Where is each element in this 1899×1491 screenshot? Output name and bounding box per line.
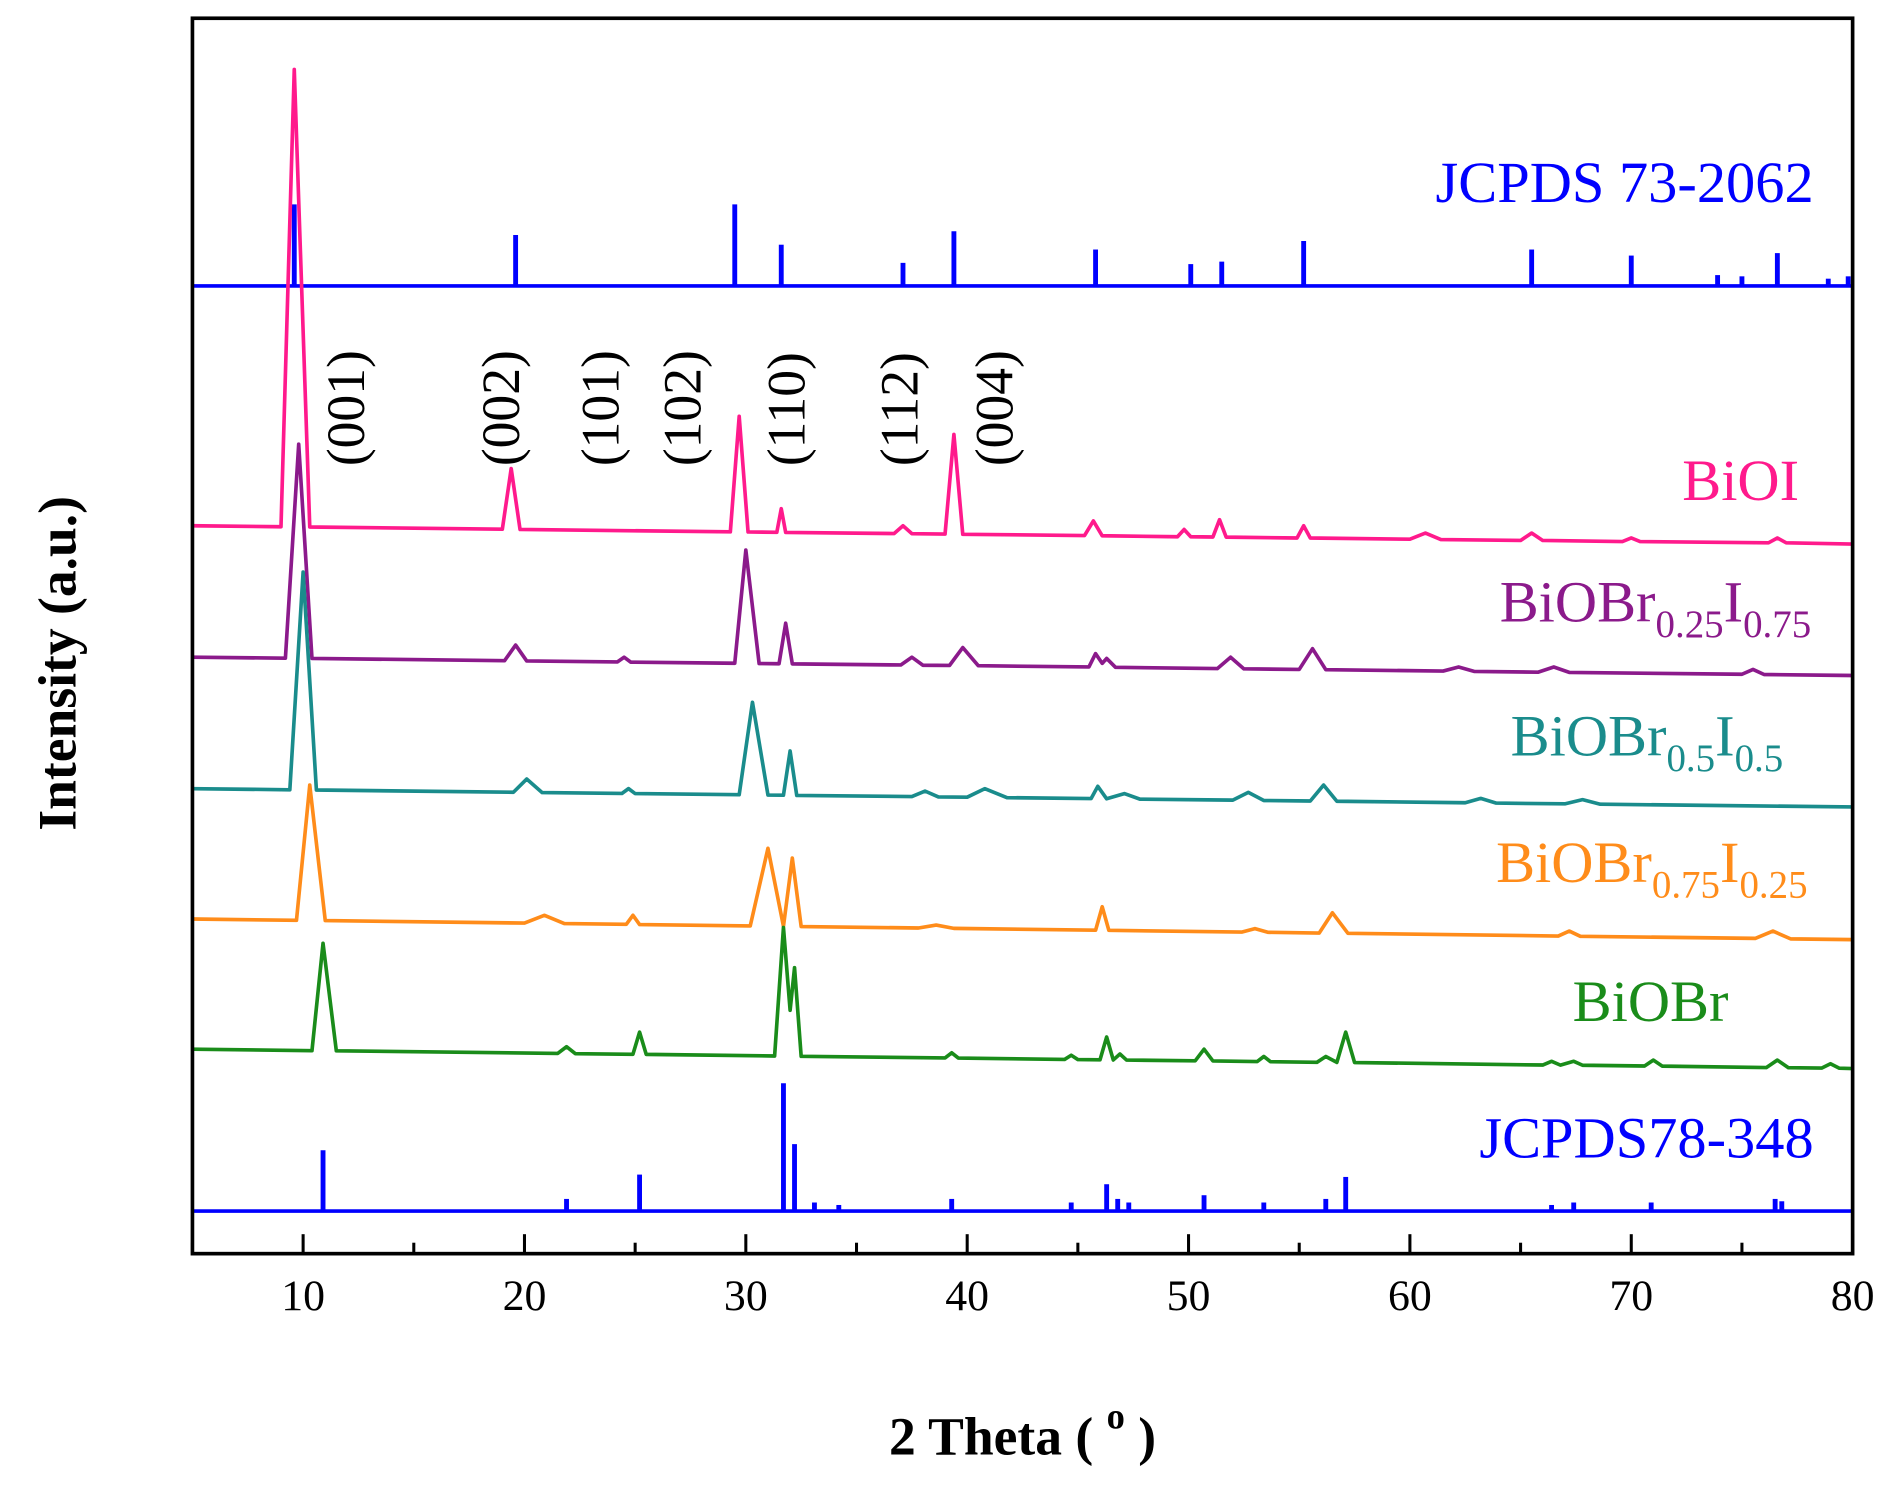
pattern-line (192, 570, 1853, 809)
peak-index-label: (101) (571, 350, 631, 466)
x-tick-label: 30 (724, 1272, 768, 1320)
x-tick-label: 40 (945, 1272, 989, 1320)
series-label: JCPDS 73-2062 (1436, 150, 1814, 215)
peak-index-label: (102) (653, 350, 713, 466)
series-label: BiOI (1682, 448, 1799, 513)
x-axis-title: 2 Theta ( o ) (889, 1396, 1156, 1467)
x-tick-label: 50 (1167, 1272, 1211, 1320)
series-label: BiOBr (1573, 969, 1729, 1034)
pattern-line (192, 925, 1853, 1071)
series-label: BiOBr0.75I0.25 (1496, 830, 1808, 906)
peak-index-label: (110) (757, 352, 817, 466)
series-label: BiOBr0.5I0.5 (1511, 704, 1784, 780)
x-tick-label: 60 (1388, 1272, 1432, 1320)
x-tick-label: 20 (503, 1272, 547, 1320)
series-label: BiOBr0.25I0.75 (1500, 570, 1812, 646)
pattern-line (192, 442, 1853, 678)
plot-frame (190, 16, 1855, 1256)
pattern-line (192, 783, 1853, 942)
peak-index-label: (112) (870, 352, 930, 466)
peak-index-label: (002) (471, 350, 531, 466)
x-tick-label: 80 (1831, 1272, 1875, 1320)
pattern-line (192, 67, 1853, 546)
x-tick-label: 70 (1609, 1272, 1653, 1320)
peak-index-label: (004) (965, 350, 1025, 466)
peak-index-label: (001) (316, 350, 376, 466)
y-axis-title: Intensity (a.u.) (28, 496, 88, 831)
x-tick-label: 10 (281, 1272, 325, 1320)
series-label: JCPDS78-348 (1479, 1106, 1813, 1171)
